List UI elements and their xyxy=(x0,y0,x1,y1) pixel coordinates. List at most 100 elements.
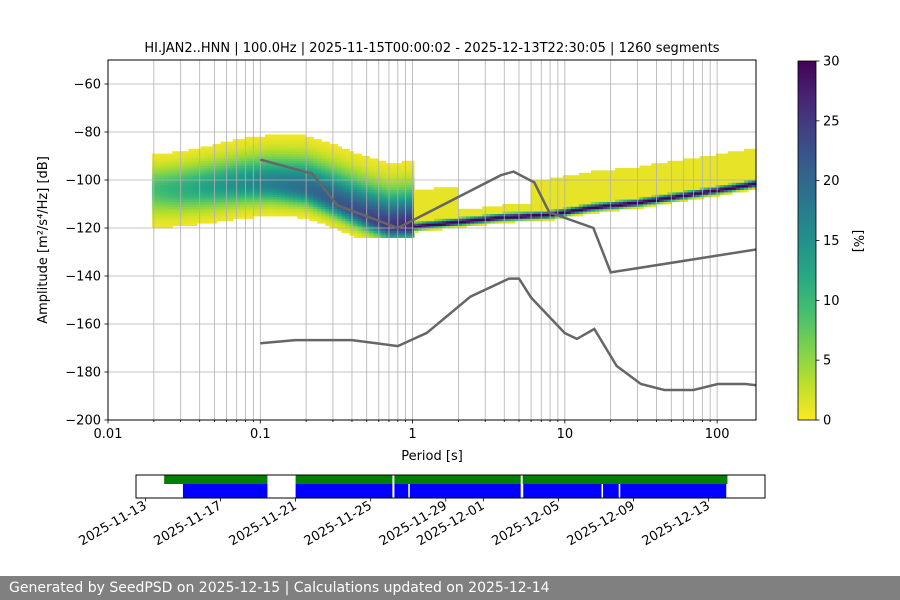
heatmap-cell xyxy=(329,208,334,212)
heatmap-cell xyxy=(152,153,157,157)
heatmap-cell xyxy=(268,180,274,183)
heatmap-cell xyxy=(751,148,757,152)
heatmap-cell xyxy=(240,160,246,164)
heatmap-cell xyxy=(280,194,286,198)
heatmap-cell xyxy=(224,175,230,178)
heatmap-cell xyxy=(558,208,564,212)
heatmap-cell xyxy=(675,199,681,202)
heatmap-cell xyxy=(325,144,330,147)
heatmap-cell xyxy=(297,134,302,138)
heatmap-cell xyxy=(558,196,564,200)
heatmap-cell xyxy=(164,160,169,164)
heatmap-cell xyxy=(317,144,322,147)
heatmap-cell xyxy=(329,153,334,157)
heatmap-cell xyxy=(558,201,564,205)
heatmap-cell xyxy=(236,208,242,212)
heatmap-cell xyxy=(321,153,326,157)
heatmap-cell xyxy=(711,156,717,159)
heatmap-cell xyxy=(276,146,282,150)
heatmap-cell xyxy=(381,213,387,217)
heatmap-cell xyxy=(671,163,677,166)
heatmap-cell xyxy=(747,182,753,186)
heatmap-cell xyxy=(615,196,620,200)
heatmap-cell xyxy=(425,216,431,219)
heatmap-cell xyxy=(317,208,322,212)
heatmap-cell xyxy=(369,220,375,224)
heatmap-cell xyxy=(313,180,318,183)
heatmap-cell xyxy=(683,189,689,193)
heatmap-cell xyxy=(611,182,616,186)
heatmap-cell xyxy=(345,223,351,226)
heatmap-cell xyxy=(377,163,383,166)
heatmap-cell xyxy=(337,201,342,205)
heatmap-cell xyxy=(703,177,709,181)
heatmap-cell xyxy=(615,194,620,198)
heatmap-cell xyxy=(454,189,459,193)
heatmap-cell xyxy=(200,211,206,214)
heatmap-cell xyxy=(393,223,399,226)
heatmap-cell xyxy=(309,153,314,157)
heatmap-cell xyxy=(739,158,745,162)
heatmap-cell xyxy=(429,225,435,229)
heatmap-cell xyxy=(743,177,749,181)
heatmap-cell xyxy=(594,206,600,210)
heatmap-cell xyxy=(256,168,262,171)
heatmap-cell xyxy=(224,156,230,159)
heatmap-cell xyxy=(381,189,387,193)
heatmap-cell xyxy=(671,170,677,174)
heatmap-cell xyxy=(337,213,342,217)
heatmap-cell xyxy=(188,218,194,222)
heatmap-cell xyxy=(216,170,222,174)
heatmap-cell xyxy=(252,170,258,174)
heatmap-cell xyxy=(244,201,250,205)
heatmap-cell xyxy=(743,184,749,188)
heatmap-cell xyxy=(252,187,258,190)
heatmap-cell xyxy=(236,165,242,169)
heatmap-cell xyxy=(365,199,371,202)
heatmap-cell xyxy=(377,175,383,178)
heatmap-cell xyxy=(611,201,616,205)
heatmap-cell xyxy=(631,168,636,171)
heatmap-cell xyxy=(413,230,419,234)
heatmap-cell xyxy=(675,192,681,195)
heatmap-cell xyxy=(679,184,685,188)
heatmap-cell xyxy=(401,170,407,174)
heatmap-cell xyxy=(156,225,161,229)
heatmap-cell xyxy=(687,180,693,183)
heatmap-cell xyxy=(409,216,415,219)
heatmap-cell xyxy=(550,201,556,205)
heatmap-cell xyxy=(353,165,359,169)
heatmap-cell xyxy=(566,189,572,193)
heatmap-cell xyxy=(615,170,620,174)
heatmap-cell xyxy=(514,218,520,222)
heatmap-cell xyxy=(297,160,302,164)
heatmap-cell xyxy=(301,189,306,193)
heatmap-cell xyxy=(643,201,648,205)
heatmap-cell xyxy=(663,165,669,169)
heatmap-cell xyxy=(353,213,359,217)
heatmap-cell xyxy=(200,213,206,217)
heatmap-cell xyxy=(256,160,262,164)
heatmap-cell xyxy=(353,180,359,183)
heatmap-cell xyxy=(623,172,628,176)
heatmap-cell xyxy=(160,204,165,207)
heatmap-cell xyxy=(409,201,415,205)
heatmap-cell xyxy=(627,170,632,174)
heatmap-cell xyxy=(389,180,395,183)
heatmap-cell xyxy=(208,172,214,176)
heatmap-cell xyxy=(301,184,306,188)
heatmap-cell xyxy=(369,160,375,164)
heatmap-cell xyxy=(264,211,270,214)
heatmap-cell xyxy=(731,172,737,176)
heatmap-cell xyxy=(212,216,218,219)
heatmap-cell xyxy=(389,168,395,171)
heatmap-cell xyxy=(188,175,194,178)
heatmap-cell xyxy=(152,194,157,198)
heatmap-cell xyxy=(240,156,246,159)
heatmap-cell xyxy=(208,189,214,193)
heatmap-cell xyxy=(603,175,608,178)
heatmap-cell xyxy=(425,201,431,205)
heatmap-cell xyxy=(357,196,363,200)
heatmap-cell xyxy=(196,168,202,171)
heatmap-cell xyxy=(413,194,419,198)
